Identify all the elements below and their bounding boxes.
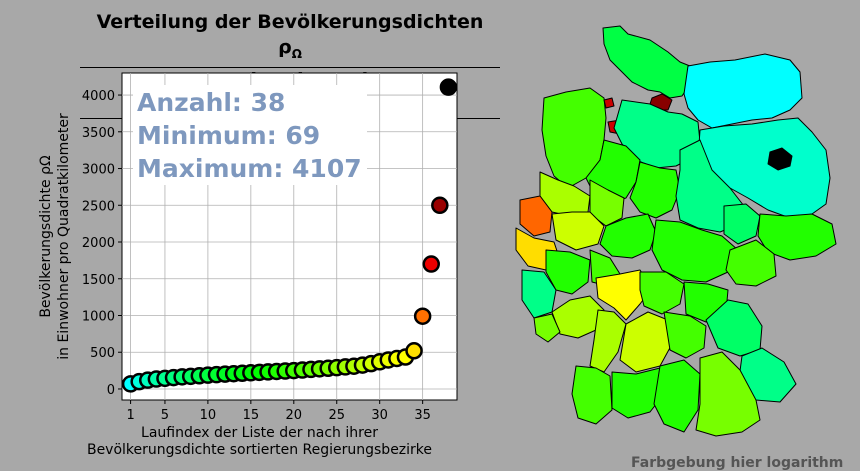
x-tick-label: 15 [243, 408, 260, 423]
region-darmstadt [595, 269, 653, 321]
y-tick-label: 1000 [82, 309, 115, 324]
footnote: Farbgebung hier logarithm [631, 455, 844, 471]
region-schwaben [653, 359, 701, 433]
region-oberbayern [695, 351, 761, 437]
region-leipzig [723, 203, 761, 245]
region-mecklenburg [683, 53, 803, 129]
region-koblenz [545, 249, 591, 295]
y-tick-label: 500 [90, 346, 115, 361]
x-tick-label: 5 [161, 408, 169, 423]
region-schleswig-holstein [602, 25, 691, 99]
data-point [431, 196, 449, 215]
data-point [405, 342, 423, 360]
x-axis-label: Laufindex der Liste der nach ihrer Bevölk… [87, 425, 432, 458]
region-arnsberg [551, 211, 605, 251]
title-subscript: Ω [291, 46, 302, 61]
region-kassel [599, 213, 657, 259]
stat-count: Anzahl: 38 [137, 88, 285, 117]
region-mittelfranken [663, 311, 707, 359]
y-axis-ticks: 0 500 1000 1500 2000 2500 3000 3500 4000 [82, 89, 122, 398]
region-braunschweig [629, 161, 681, 219]
stat-maximum: Maximum: 4107 [137, 154, 362, 183]
x-axis-ticks: 1 5 10 15 20 25 30 35 [126, 400, 431, 423]
y-tick-label: 2500 [82, 199, 115, 214]
data-point [422, 255, 440, 273]
y-tick-label: 4000 [82, 89, 115, 104]
y-tick-label: 3000 [82, 163, 115, 178]
y-tick-label: 0 [107, 383, 115, 398]
stat-minimum: Minimum: 69 [137, 121, 320, 150]
region-bremerhaven [603, 97, 615, 109]
y-tick-label: 2000 [82, 236, 115, 251]
y-tick-label: 3500 [82, 126, 115, 141]
region-freiburg [571, 365, 613, 425]
y-axis-label: Bevölkerungsdichte ρΩ in Einwohner pro Qu… [38, 113, 72, 360]
y-tick-label: 1500 [82, 273, 115, 288]
x-tick-label: 1 [126, 408, 134, 423]
data-point [413, 307, 432, 325]
region-karlsruhe [589, 309, 627, 373]
region-dresden [757, 213, 837, 261]
x-tick-label: 20 [286, 408, 303, 423]
data-points [121, 78, 458, 393]
title-line-1: Verteilung der Bevölkerungsdichten ρ [96, 11, 484, 58]
germany-map [515, 25, 837, 437]
density-chart: 1 5 10 15 20 25 30 35 0500100015002000250030003… [38, 72, 458, 458]
x-tick-label: 35 [414, 408, 431, 423]
region-saarland [533, 313, 561, 343]
region-oberpfalz [705, 299, 763, 357]
region-unterfranken [639, 271, 685, 315]
x-tick-label: 10 [200, 408, 217, 423]
data-point [439, 78, 458, 96]
stats-box-bg [133, 85, 367, 185]
x-tick-label: 25 [328, 408, 345, 423]
region-stuttgart [619, 311, 673, 373]
x-tick-label: 30 [371, 408, 388, 423]
region-berlin [767, 147, 793, 171]
region-duesseldorf [519, 195, 553, 237]
region-chemnitz [725, 239, 777, 287]
